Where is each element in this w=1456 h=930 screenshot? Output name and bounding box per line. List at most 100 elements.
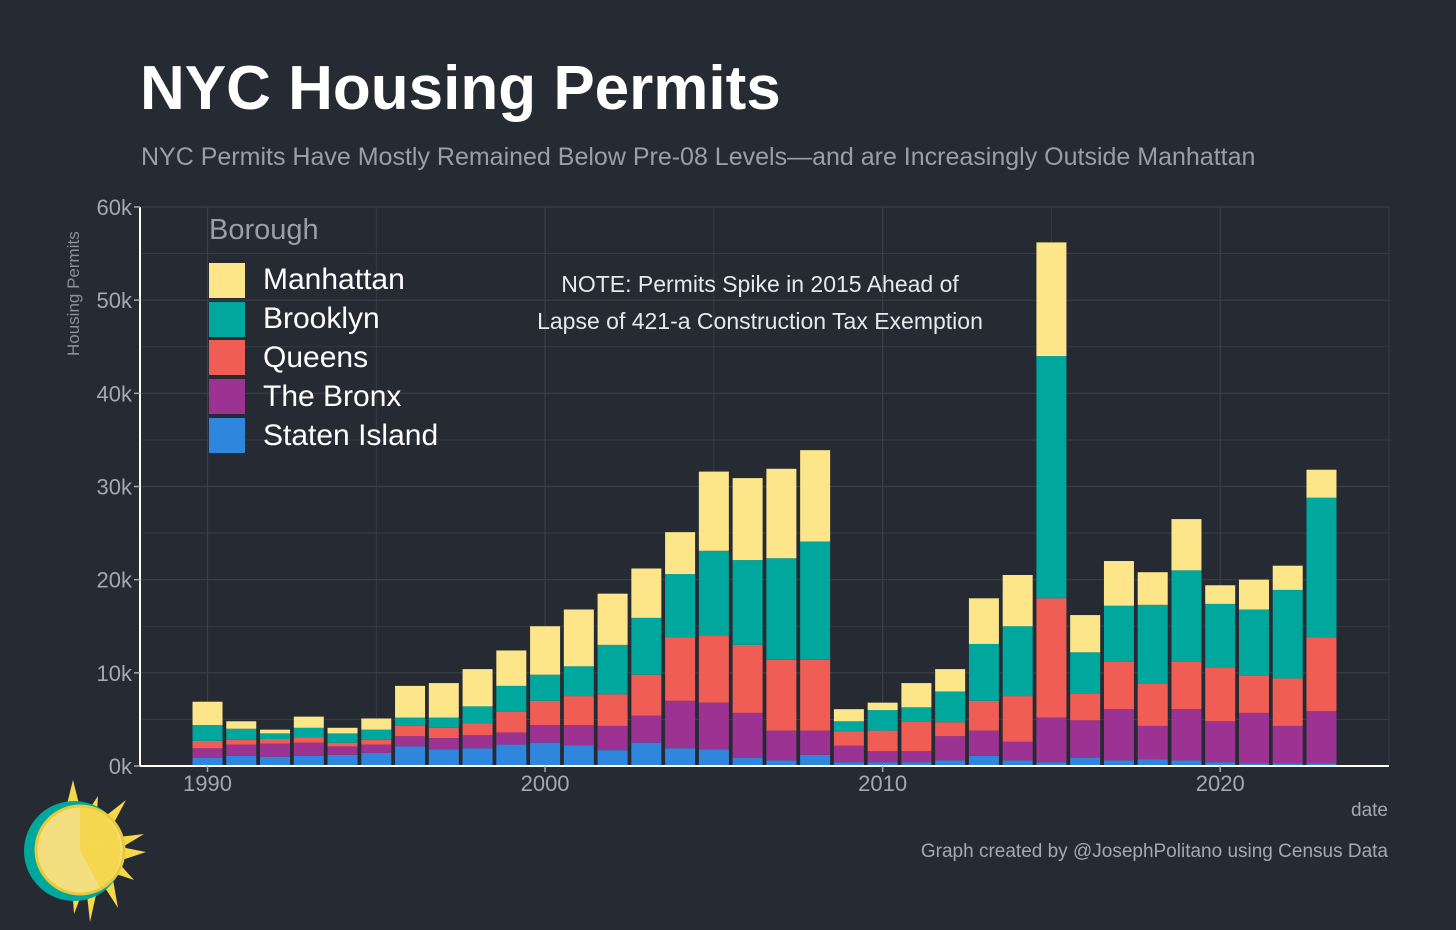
- bar-segment-queens: [226, 739, 257, 745]
- legend-swatch-queens: [209, 340, 245, 376]
- bar-segment-brooklyn: [428, 717, 459, 728]
- bar-segment-queens: [1002, 696, 1033, 742]
- bar-segment-brooklyn: [1238, 609, 1269, 676]
- bar-segment-brooklyn: [496, 685, 527, 712]
- bar-segment-brooklyn: [361, 729, 392, 740]
- bar-segment-the-bronx: [428, 738, 459, 750]
- bar-segment-brooklyn: [631, 617, 662, 675]
- bar-segment-queens: [192, 740, 223, 749]
- bar-segment-manhattan: [1272, 565, 1303, 590]
- bar-segment-staten-island: [631, 742, 662, 766]
- bar-segment-staten-island: [1238, 763, 1269, 766]
- bar-segment-brooklyn: [935, 691, 966, 723]
- bar-segment-manhattan: [1036, 242, 1067, 357]
- bar-segment-brooklyn: [800, 541, 831, 660]
- bar-segment-staten-island: [1205, 762, 1236, 766]
- bar-segment-the-bronx: [631, 715, 662, 743]
- bar-segment-the-bronx: [800, 730, 831, 755]
- bar-segment-brooklyn: [968, 643, 999, 701]
- bar-segment-queens: [1171, 661, 1202, 710]
- bar-segment-queens: [395, 725, 426, 737]
- bar-segment-the-bronx: [496, 732, 527, 745]
- bar-segment-staten-island: [732, 757, 763, 766]
- bar-segment-queens: [935, 722, 966, 737]
- bar-segment-queens: [901, 721, 932, 752]
- bar-segment-manhattan: [226, 721, 257, 729]
- bar-segment-manhattan: [766, 468, 797, 559]
- bar-segment-brooklyn: [1171, 570, 1202, 662]
- bar-segment-staten-island: [833, 762, 864, 766]
- bar-segment-brooklyn: [563, 666, 594, 697]
- bar-segment-the-bronx: [901, 751, 932, 763]
- bar-stack-layer: [192, 242, 1337, 766]
- bar-segment-the-bronx: [1205, 721, 1236, 763]
- bar-segment-staten-island: [1036, 762, 1067, 766]
- bar-segment-the-bronx: [1137, 725, 1168, 760]
- bar-segment-queens: [327, 742, 358, 747]
- bar-segment-manhattan: [293, 716, 324, 728]
- bar-segment-brooklyn: [226, 728, 257, 740]
- legend-label-bronx: The Bronx: [263, 379, 402, 413]
- bar-segment-the-bronx: [867, 751, 898, 763]
- chart-axes: 0k 10k 20k 30k 40k 50k 60k 1990 2000 2010 2020: [97, 195, 1389, 796]
- bar-segment-manhattan: [968, 598, 999, 644]
- bar-segment-manhattan: [530, 626, 561, 675]
- bar-segment-staten-island: [597, 750, 628, 766]
- bar-segment-manhattan: [597, 593, 628, 645]
- bar-segment-brooklyn: [665, 574, 696, 638]
- bar-segment-queens: [496, 711, 527, 733]
- bar-segment-staten-island: [563, 745, 594, 766]
- bar-segment-queens: [361, 739, 392, 745]
- bar-segment-brooklyn: [698, 550, 729, 636]
- bar-segment-brooklyn: [293, 727, 324, 738]
- bar-segment-manhattan: [1306, 469, 1337, 498]
- legend-swatch-staten-island: [209, 418, 245, 454]
- bar-segment-queens: [260, 738, 291, 744]
- bar-segment-brooklyn: [901, 707, 932, 722]
- legend-title: Borough: [209, 214, 319, 246]
- bar-segment-queens: [968, 700, 999, 731]
- bar-segment-manhattan: [833, 709, 864, 722]
- bar-segment-brooklyn: [1070, 652, 1101, 694]
- bar-segment-manhattan: [867, 702, 898, 711]
- chart-title: NYC Housing Permits: [140, 54, 781, 123]
- bar-segment-brooklyn: [1036, 356, 1067, 599]
- bar-segment-brooklyn: [867, 710, 898, 731]
- legend-label-manhattan: Manhattan: [263, 263, 405, 297]
- bar-segment-the-bronx: [530, 725, 561, 743]
- bar-segment-staten-island: [1002, 760, 1033, 766]
- bar-segment-manhattan: [192, 701, 223, 726]
- bar-segment-the-bronx: [462, 735, 493, 749]
- x-tick-label: 2010: [858, 771, 907, 796]
- legend-swatch-bronx: [209, 379, 245, 415]
- bar-segment-the-bronx: [395, 736, 426, 747]
- bar-segment-staten-island: [327, 754, 358, 766]
- bar-segment-staten-island: [226, 755, 257, 766]
- bar-segment-staten-island: [395, 746, 426, 766]
- bar-segment-the-bronx: [1103, 709, 1134, 761]
- bar-segment-staten-island: [800, 754, 831, 766]
- bar-segment-staten-island: [1171, 760, 1202, 766]
- bar-segment-staten-island: [293, 755, 324, 766]
- y-tick-label: 20k: [97, 568, 133, 593]
- bar-segment-manhattan: [395, 685, 426, 718]
- y-tick-label: 40k: [97, 381, 133, 406]
- bar-segment-the-bronx: [968, 730, 999, 756]
- bar-segment-queens: [1272, 678, 1303, 726]
- bar-segment-manhattan: [428, 683, 459, 718]
- bar-segment-queens: [462, 723, 493, 736]
- bar-segment-the-bronx: [260, 743, 291, 757]
- bar-segment-the-bronx: [1002, 741, 1033, 761]
- bar-segment-brooklyn: [597, 644, 628, 695]
- bar-segment-manhattan: [665, 532, 696, 575]
- bar-segment-staten-island: [1137, 759, 1168, 766]
- bar-segment-manhattan: [361, 718, 392, 730]
- legend-label-queens: Queens: [263, 340, 369, 374]
- bar-segment-queens: [597, 694, 628, 726]
- source-caption: Graph created by @JosephPolitano using C…: [920, 841, 1388, 862]
- bar-segment-staten-island: [462, 748, 493, 766]
- bar-segment-brooklyn: [833, 721, 864, 732]
- legend-item-brooklyn: Brooklyn: [209, 300, 438, 339]
- bar-segment-queens: [867, 730, 898, 752]
